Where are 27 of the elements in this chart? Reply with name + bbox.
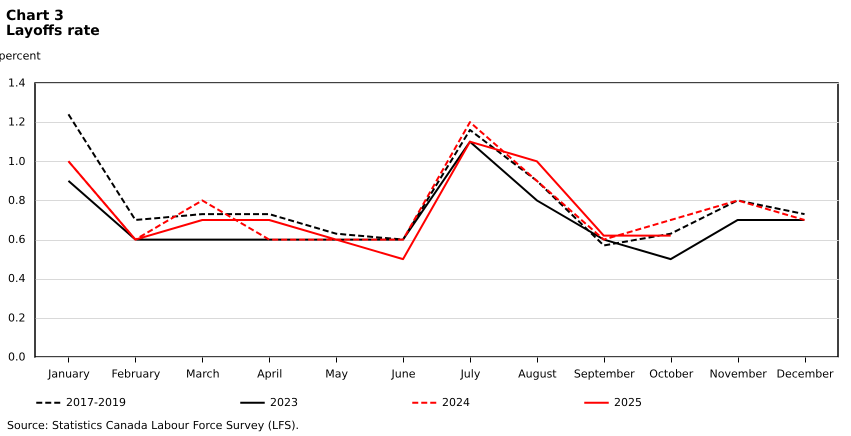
x-tick-label: August	[518, 368, 558, 380]
legend-label: 2017-2019	[66, 396, 126, 409]
x-tick-label: January	[47, 368, 90, 380]
y-tick-label: 1.4	[8, 76, 26, 90]
legend-label: 2024	[442, 396, 470, 409]
y-tick-label: 1.0	[8, 154, 26, 168]
y-tick-label: 0.6	[8, 233, 26, 246]
x-tick-label: March	[186, 368, 220, 380]
source-note: Source: Statistics Canada Labour Force Survey (LFS).	[7, 419, 300, 432]
y-tick-label: 1.2	[8, 116, 26, 129]
y-tick-label: 0.0	[8, 350, 26, 364]
x-tick-label: February	[112, 368, 161, 380]
x-tick-label: December	[776, 368, 834, 380]
chart-title: Chart 3	[6, 8, 64, 24]
y-tick-label: 0.4	[8, 272, 26, 286]
legend-label: 2023	[270, 396, 298, 409]
x-tick-label: June	[390, 368, 416, 380]
x-tick-label: November	[710, 368, 768, 380]
x-tick-label: September	[574, 368, 636, 380]
x-tick-label: May	[325, 368, 348, 380]
x-tick-label: October	[649, 368, 694, 380]
x-tick-label: April	[257, 368, 282, 380]
chart-subtitle: Layoffs rate	[6, 23, 100, 39]
legend-label: 2025	[614, 396, 642, 409]
x-tick-label: July	[460, 368, 481, 380]
y-tick-label: 0.8	[8, 194, 26, 207]
y-tick-label: 0.2	[8, 311, 26, 324]
